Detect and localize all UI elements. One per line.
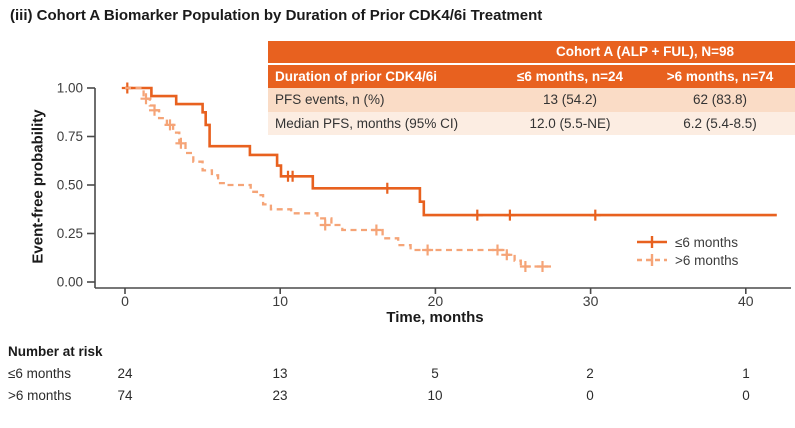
svg-text:0.00: 0.00 [57, 275, 83, 290]
risk-count: 74 [117, 388, 133, 403]
svg-text:1.00: 1.00 [57, 81, 83, 96]
risk-count: 10 [427, 388, 443, 403]
dashed-line-plus-icon [637, 254, 667, 266]
solid-line-plus-icon [637, 236, 667, 248]
column-header-le6: ≤6 months, n=24 [495, 64, 645, 88]
row-label-median-pfs: Median PFS, months (95% CI) [268, 111, 495, 135]
risk-count: 13 [272, 366, 288, 381]
summary-table: Cohort A (ALP + FUL), N=98 Duration of p… [268, 41, 795, 135]
risk-count: 1 [742, 366, 750, 381]
risk-row-label: ≤6 months [8, 366, 71, 381]
svg-text:20: 20 [428, 293, 444, 309]
svg-text:40: 40 [738, 293, 754, 309]
risk-row-gt6: >6 months 74 23 10 0 0 [0, 388, 795, 406]
svg-text:0.75: 0.75 [57, 129, 83, 144]
risk-count: 2 [586, 366, 594, 381]
risk-count: 24 [117, 366, 133, 381]
svg-text:0.50: 0.50 [57, 178, 83, 193]
risk-row-label: >6 months [8, 388, 72, 403]
summary-table-corner-cell [268, 41, 495, 65]
pfs-events-le6: 13 (54.2) [495, 88, 645, 112]
risk-row-le6: ≤6 months 24 13 5 2 1 [0, 366, 795, 384]
km-curve-le6 [125, 86, 777, 217]
censor-marks-gt6 [140, 93, 548, 272]
median-pfs-le6: 12.0 (5.5-NE) [495, 111, 645, 135]
x-tick-labels: 0 10 20 30 40 [121, 293, 754, 309]
figure-title: (iii) Cohort A Biomarker Population by D… [10, 7, 543, 24]
svg-text:10: 10 [272, 293, 288, 309]
plot-legend: ≤6 months >6 months [636, 233, 738, 269]
legend-item-gt6: >6 months [636, 251, 738, 269]
risk-count: 0 [742, 388, 750, 403]
pfs-events-gt6: 62 (83.8) [645, 88, 795, 112]
km-plot: 0.00 0.25 0.50 0.75 1.00 0 10 20 30 40 [57, 81, 791, 309]
legend-label-gt6: >6 months [675, 252, 739, 268]
risk-count: 5 [431, 366, 439, 381]
legend-item-le6: ≤6 months [636, 233, 738, 251]
axes [87, 87, 791, 294]
svg-text:30: 30 [583, 293, 599, 309]
median-pfs-gt6: 6.2 (5.4-8.5) [645, 111, 795, 135]
km-curve-gt6 [125, 86, 554, 268]
row-label-pfs-events: PFS events, n (%) [268, 88, 495, 112]
column-header-duration: Duration of prior CDK4/6i [268, 64, 495, 88]
svg-text:0.25: 0.25 [57, 226, 83, 241]
legend-label-le6: ≤6 months [675, 234, 738, 250]
svg-text:0: 0 [121, 293, 129, 309]
number-at-risk-heading: Number at risk [8, 344, 103, 359]
cohort-header-cell: Cohort A (ALP + FUL), N=98 [495, 41, 795, 65]
y-tick-labels: 0.00 0.25 0.50 0.75 1.00 [57, 81, 83, 290]
column-header-gt6: >6 months, n=74 [645, 64, 795, 88]
risk-count: 23 [272, 388, 288, 403]
risk-count: 0 [586, 388, 594, 403]
x-axis-label: Time, months [386, 309, 484, 326]
